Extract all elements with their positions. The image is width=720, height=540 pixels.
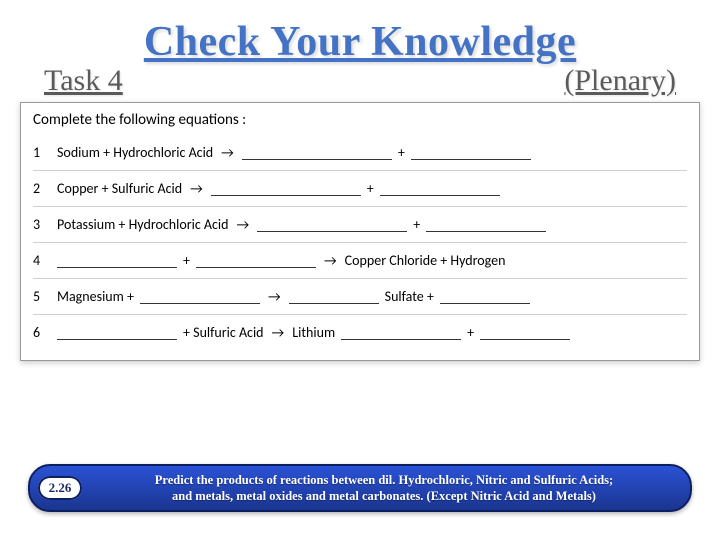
equation-text: Copper Chloride + Hydrogen	[345, 252, 506, 269]
equation-text: + Sulfuric Acid	[183, 324, 264, 341]
objective-text: Predict the products of reactions betwee…	[96, 472, 682, 505]
arrow-icon: →	[219, 144, 236, 161]
answer-blank	[57, 326, 177, 340]
equation-text: Sodium + Hydrochloric Acid	[57, 144, 213, 161]
answer-blank	[289, 290, 379, 304]
slide-title: Check Your Knowledge	[0, 0, 720, 66]
arrow-icon: →	[235, 216, 252, 233]
arrow-icon: →	[322, 252, 339, 269]
equation-number: 2	[33, 180, 51, 197]
answer-blank	[140, 290, 260, 304]
equation-number: 4	[33, 252, 51, 269]
equation-row: 5 Magnesium + → Sulfate +	[33, 279, 687, 315]
answer-blank	[341, 326, 461, 340]
equation-row: 4 + → Copper Chloride + Hydrogen	[33, 243, 687, 279]
answer-blank	[411, 146, 531, 160]
arrow-icon: →	[188, 180, 205, 197]
arrow-icon: →	[266, 288, 283, 305]
answer-blank	[426, 218, 546, 232]
equation-number: 1	[33, 144, 51, 161]
equation-text: Potassium + Hydrochloric Acid	[57, 216, 229, 233]
equation-row: 1 Sodium + Hydrochloric Acid → +	[33, 135, 687, 171]
answer-blank	[57, 254, 177, 268]
equation-text: +	[413, 216, 420, 233]
equation-text: Copper + Sulfuric Acid	[57, 180, 182, 197]
equation-row: 2 Copper + Sulfuric Acid → +	[33, 171, 687, 207]
answer-blank	[196, 254, 316, 268]
answer-blank	[480, 326, 570, 340]
plenary-label: (Plenary)	[564, 64, 676, 98]
equation-list: 1 Sodium + Hydrochloric Acid → +2 Copper + S…	[33, 135, 687, 350]
subheader-row: Task 4 (Plenary)	[0, 64, 720, 98]
worksheet-panel: Complete the following equations : 1 Sodi…	[20, 102, 700, 361]
equation-row: 6 + Sulfuric Acid → Lithium +	[33, 315, 687, 350]
answer-blank	[257, 218, 407, 232]
equation-text: +	[467, 324, 474, 341]
answer-blank	[440, 290, 530, 304]
equation-row: 3 Potassium + Hydrochloric Acid → +	[33, 207, 687, 243]
arrow-icon: →	[270, 324, 287, 341]
equation-text: +	[183, 252, 190, 269]
equation-text: Sulfate +	[385, 288, 434, 305]
objective-number: 2.26	[38, 476, 82, 500]
answer-blank	[242, 146, 392, 160]
equation-text: +	[367, 180, 374, 197]
worksheet-header: Complete the following equations :	[33, 111, 687, 129]
equation-number: 6	[33, 324, 51, 341]
task-label: Task 4	[44, 64, 123, 98]
equation-text: Magnesium +	[57, 288, 134, 305]
equation-number: 5	[33, 288, 51, 305]
answer-blank	[211, 182, 361, 196]
learning-objective-pill: 2.26 Predict the products of reactions b…	[28, 464, 692, 513]
equation-text: Lithium	[292, 324, 335, 341]
equation-text: +	[398, 144, 405, 161]
answer-blank	[380, 182, 500, 196]
equation-number: 3	[33, 216, 51, 233]
